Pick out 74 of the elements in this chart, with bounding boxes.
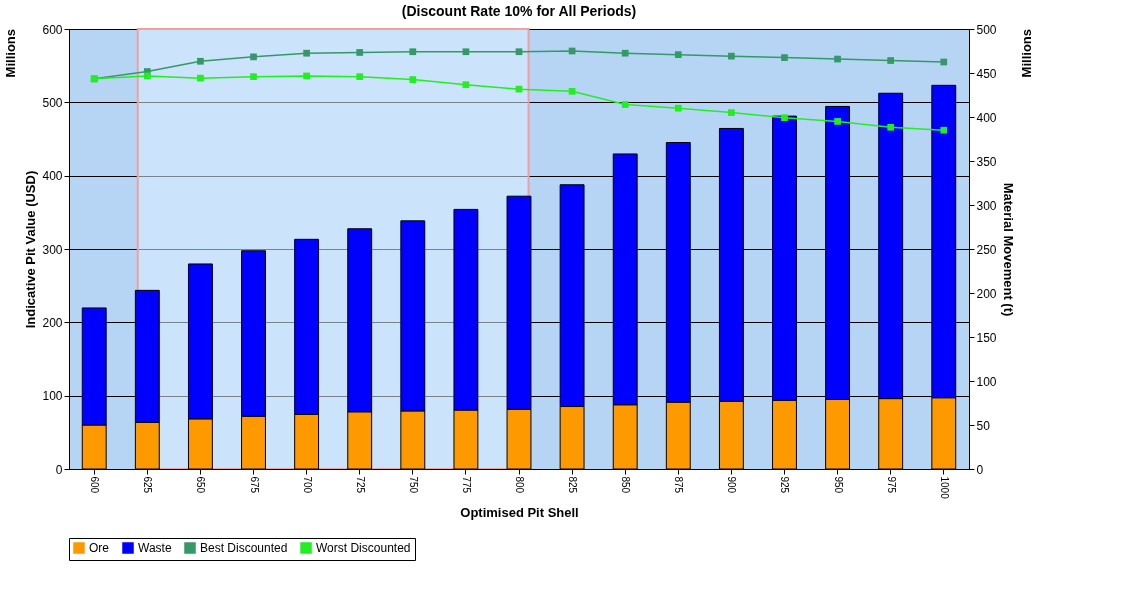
y2-tick-label: 200 [976, 286, 997, 301]
point [940, 58, 948, 66]
y-tick-label: 100 [42, 389, 63, 404]
point [834, 55, 841, 63]
y2-tick-label: 400 [976, 110, 997, 125]
point [940, 126, 948, 134]
x-tick-label: 675 [248, 476, 260, 494]
x-tick-label: 750 [407, 476, 419, 494]
x-tick-label: 950 [832, 476, 844, 494]
x-tick-label: 825 [567, 476, 579, 494]
x-tick-label: 875 [673, 476, 685, 494]
point [409, 76, 417, 83]
y-tick-label: 200 [42, 315, 63, 330]
point [303, 72, 310, 80]
point [834, 118, 841, 125]
legend-label: Ore [89, 541, 110, 555]
point [621, 49, 629, 57]
y2-axis-title: Material Movement (t) [1000, 182, 1016, 317]
point [887, 57, 895, 64]
text: Millions [3, 29, 18, 78]
y2-tick-label: 50 [976, 418, 991, 433]
point [409, 48, 417, 56]
x-tick-label: 725 [354, 476, 366, 494]
point [197, 57, 204, 65]
point [728, 109, 735, 116]
text: Millions [1019, 29, 1034, 78]
x-tick-label: 925 [779, 476, 791, 494]
y2-tick-label: 250 [976, 242, 997, 257]
y-axis-title: Indicative Pit Value (USD) [23, 170, 39, 329]
point [303, 49, 310, 57]
point [674, 104, 682, 112]
x-tick-label: 700 [301, 476, 313, 494]
x-tick-label: 900 [726, 476, 738, 494]
legend-label: Best Discounted [200, 541, 288, 555]
y-tick-label: 400 [42, 169, 63, 184]
point [462, 48, 470, 56]
y2-tick-label: 350 [976, 154, 997, 169]
y2-tick-label: 500 [976, 22, 997, 37]
y2-tick-label: 450 [976, 66, 997, 81]
point [356, 73, 364, 81]
x-tick-label: 650 [195, 476, 207, 494]
legend-label: Waste [138, 541, 172, 555]
y2-tick-label: 300 [976, 198, 997, 213]
point [462, 81, 470, 89]
point [356, 49, 364, 56]
y2-tick-label: 150 [976, 330, 997, 345]
y-tick-label: 500 [42, 95, 63, 110]
point [250, 73, 257, 81]
x-axis-title: Optimised Pit Shell [460, 504, 579, 520]
chart-title: (Discount Rate 10% for All Periods) [401, 3, 637, 19]
y-tick-label: 600 [42, 22, 63, 37]
x-tick-label: 850 [620, 476, 632, 494]
point [515, 48, 523, 56]
point [250, 53, 257, 61]
x-tick-label: 775 [460, 476, 472, 494]
legend-label: Worst Discounted [316, 541, 411, 555]
y2-tick-label: 100 [976, 374, 997, 389]
point [621, 101, 629, 108]
point [143, 72, 151, 80]
point [887, 123, 895, 131]
x-tick-label: 975 [885, 476, 897, 494]
point [781, 54, 788, 61]
x-tick-label: 1000 [938, 476, 950, 500]
point [781, 114, 788, 122]
point [568, 87, 576, 95]
y-tick-label: 0 [55, 462, 63, 477]
point [197, 74, 204, 82]
point [674, 51, 682, 59]
x-tick-label: 800 [514, 476, 525, 494]
x-tick-label: 600 [89, 476, 101, 494]
y2-tick-label: 0 [976, 462, 984, 477]
point [728, 52, 735, 60]
x-tick-label: 625 [142, 476, 154, 494]
y-tick-label: 300 [42, 242, 63, 257]
